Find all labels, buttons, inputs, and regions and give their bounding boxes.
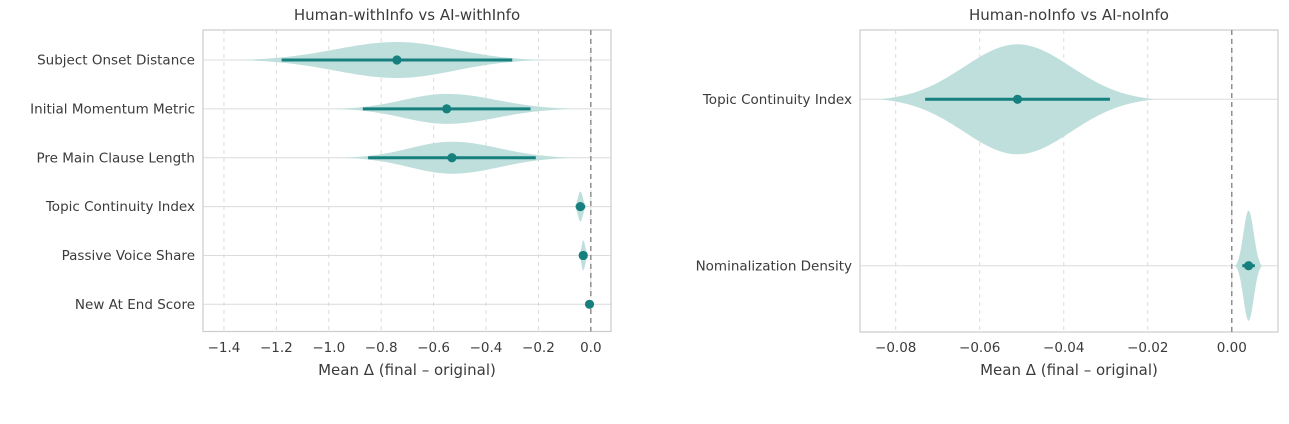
x-tick-label: −0.08: [875, 340, 916, 356]
x-tick-label: −0.04: [1043, 340, 1084, 356]
plot-border: [859, 29, 1279, 333]
mean-dot: [1012, 94, 1023, 104]
x-tick-label: −0.6: [417, 340, 450, 356]
category-label: Nominalization Density: [696, 258, 852, 274]
mean-dot: [1243, 261, 1254, 271]
x-tick-label: −0.02: [1127, 340, 1168, 356]
mean-dot: [584, 299, 595, 309]
category-label: Initial Momentum Metric: [30, 101, 195, 117]
mean-dot: [447, 153, 457, 163]
x-tick-label: 0.00: [1217, 340, 1247, 356]
mean-dot: [392, 55, 402, 65]
left-x-axis-label: Mean Δ (final – original): [318, 361, 496, 379]
category-label: Subject Onset Distance: [37, 53, 195, 69]
x-tick-label: −0.8: [365, 340, 398, 356]
x-tick-label: 0.0: [580, 340, 601, 356]
mean-dot: [575, 201, 585, 212]
plot-border: [202, 29, 612, 333]
category-label: Topic Continuity Index: [45, 199, 195, 215]
x-tick-label: −1.4: [208, 340, 241, 356]
mean-dot: [578, 250, 588, 261]
mean-dot: [442, 104, 452, 114]
x-tick-label: −1.0: [312, 340, 345, 356]
x-tick-label: −0.2: [522, 340, 555, 356]
category-label: Passive Voice Share: [62, 248, 195, 264]
right-chart-title: Human-noInfo vs AI-noInfo: [969, 6, 1169, 24]
x-tick-label: −1.2: [260, 340, 293, 356]
left-violin-panel: −1.4 −1.2 −1.0 −0.8 −0.6 −0.4 −0.2 0.0 Subject O…: [30, 6, 612, 379]
right-violin-panel: −0.08 −0.06 −0.04 −0.02 0.00 Topic Continuity…: [645, 0, 1289, 424]
category-label: Pre Main Clause Length: [37, 150, 195, 166]
right-x-axis-label: Mean Δ (final – original): [980, 361, 1158, 379]
left-chart-title: Human-withInfo vs AI-withInfo: [293, 6, 521, 24]
x-tick-label: −0.06: [959, 340, 1000, 356]
category-label: New At End Score: [75, 297, 195, 313]
category-label: Topic Continuity Index: [702, 92, 852, 108]
x-tick-label: −0.4: [470, 340, 503, 356]
left-chart-svg: −1.4 −1.2 −1.0 −0.8 −0.6 −0.4 −0.2 0.0 Subject O…: [30, 29, 612, 356]
right-chart-svg: −0.08 −0.06 −0.04 −0.02 0.00 Topic Continuity…: [696, 29, 1279, 356]
